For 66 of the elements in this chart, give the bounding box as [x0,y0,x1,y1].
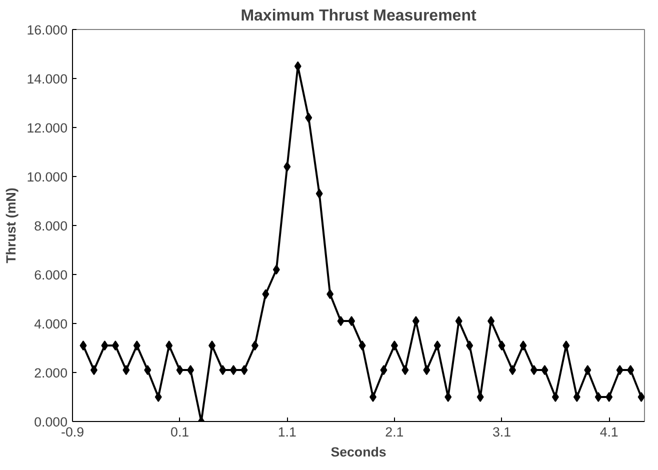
y-tick-label: 6.000 [34,268,68,282]
point [230,365,237,376]
x-tick-label: 0.1 [170,424,190,440]
point [541,365,548,376]
y-tick-label: 10.000 [26,170,68,184]
point [208,340,216,351]
point [337,316,344,326]
y-tick-label: 14.000 [26,72,68,86]
point [80,340,87,351]
y-tick-label: 12.000 [26,120,68,136]
point [240,365,248,376]
point [594,392,602,402]
point [423,365,430,376]
point [552,392,559,402]
y-tick-label: 8.000 [34,218,68,234]
chart-title: Maximum Thrust Measurement [240,8,477,24]
point [90,365,98,376]
point [412,316,420,326]
x-tick-label: 4.1 [600,424,618,440]
point [176,365,184,376]
x-tick-label: 3.1 [492,424,512,440]
x-axis-title: Seconds [330,444,386,460]
point [144,365,152,376]
y-tick-label: 2.000 [34,366,68,380]
point [476,392,484,402]
y-tick-label: 0.000 [34,414,68,430]
point [272,264,280,275]
point [122,365,130,376]
point [488,316,495,326]
point [444,392,452,402]
y-axis-title: Thrust (mN) [4,188,19,264]
y-tick-label: 16.000 [26,22,68,38]
point [262,289,270,300]
point [520,340,527,351]
point [219,365,226,376]
point [316,188,323,199]
point [402,365,409,376]
point [584,365,592,376]
point [133,340,140,351]
point [251,340,258,351]
point [573,392,580,402]
point [348,316,356,326]
point [606,392,613,402]
point [530,365,538,376]
point [166,340,173,351]
point [154,392,162,402]
point [434,340,441,351]
point [498,340,506,351]
point [627,365,634,376]
point [455,316,462,326]
point [466,340,474,351]
point [305,112,312,123]
point [616,365,624,376]
point [326,289,334,300]
point [112,340,119,351]
point [369,392,376,402]
point [284,162,291,172]
x-tick-label: 1.1 [278,424,296,440]
point [390,340,398,351]
point [101,340,108,351]
point [638,392,644,402]
x-tick-label: 2.1 [385,424,404,440]
y-tick-label: 4.000 [34,316,68,332]
point [358,340,366,351]
point [187,365,194,376]
point [380,365,388,376]
